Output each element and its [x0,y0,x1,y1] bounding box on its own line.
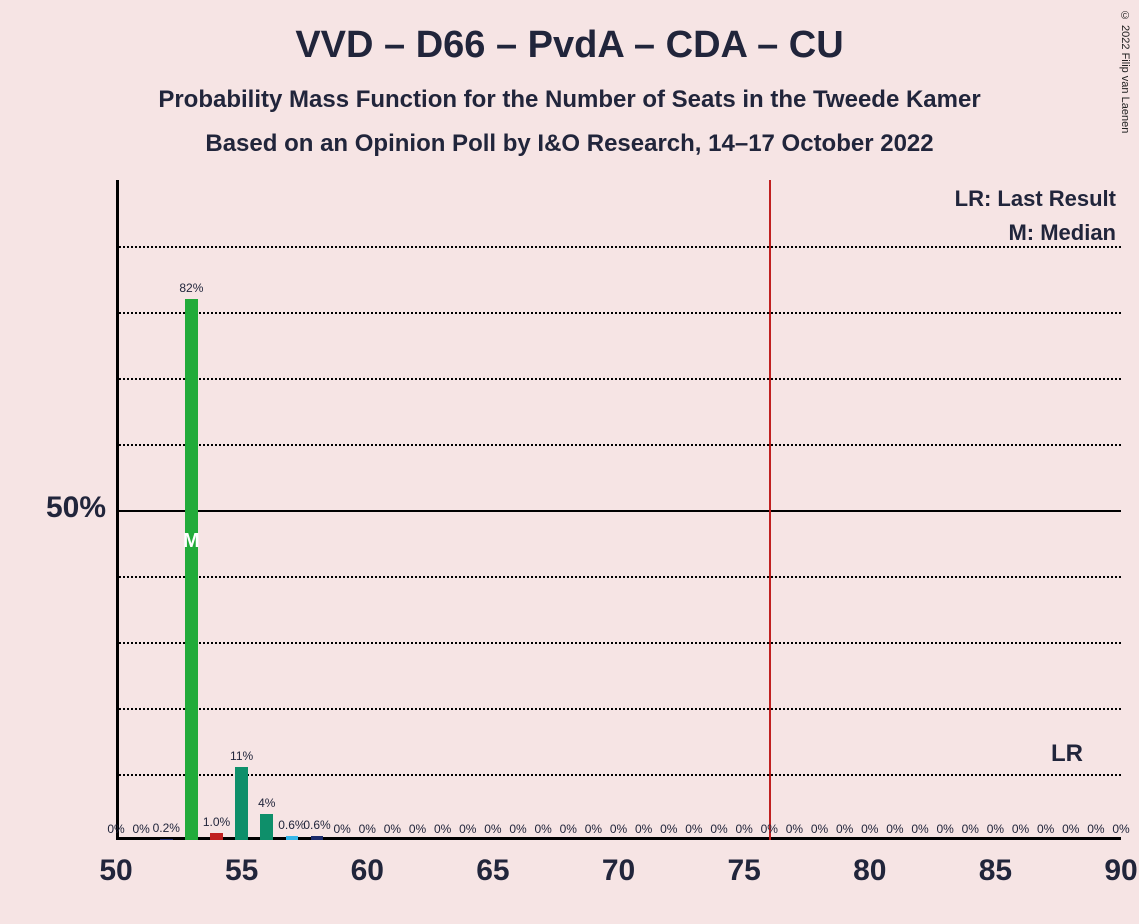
y-axis-label: 50% [16,491,106,525]
bar-value-label: 0% [911,822,928,836]
bar-value-label: 0% [534,822,551,836]
bar-value-label: 0% [710,822,727,836]
bar-value-label: 0% [660,822,677,836]
bar-value-label: 0% [509,822,526,836]
bar-value-label: 0% [107,822,124,836]
bar-value-label: 0% [359,822,376,836]
bar-value-label: 0% [962,822,979,836]
bar-value-label: 0% [409,822,426,836]
gridline [116,510,1121,512]
gridline [116,378,1121,380]
x-tick-label: 50 [99,854,132,888]
bar-value-label: 0% [1037,822,1054,836]
y-axis [116,180,119,840]
bar [311,836,324,840]
bar-value-label: 0% [560,822,577,836]
bar-value-label: 0% [635,822,652,836]
bar [286,836,299,840]
copyright-text: © 2022 Filip van Laenen [1119,10,1131,133]
bar [260,814,273,840]
bar-value-label: 0% [384,822,401,836]
bar-value-label: 0% [886,822,903,836]
median-marker: M [183,530,200,553]
x-tick-label: 60 [351,854,384,888]
x-tick-label: 70 [602,854,635,888]
bar-value-label: 0% [1012,822,1029,836]
bar-value-label: 1.0% [203,815,230,829]
x-tick-label: 65 [476,854,509,888]
bar [160,839,173,840]
bar-value-label: 0% [685,822,702,836]
bar-value-label: 82% [179,281,203,295]
gridline [116,576,1121,578]
bar-value-label: 0.2% [153,821,180,835]
bar-value-label: 0% [1087,822,1104,836]
x-tick-label: 55 [225,854,258,888]
bar-value-label: 0% [1112,822,1129,836]
bar-value-label: 0.6% [303,818,330,832]
gridline [116,312,1121,314]
gridline [116,708,1121,710]
x-tick-label: 90 [1104,854,1137,888]
bar-value-label: 0% [333,822,350,836]
gridline [116,642,1121,644]
gridline [116,246,1121,248]
bar-value-label: 0% [585,822,602,836]
bar-value-label: 4% [258,796,275,810]
legend-m: M: Median [921,220,1116,246]
bar [235,767,248,840]
bar-value-label: 0% [761,822,778,836]
bar-value-label: 0% [786,822,803,836]
lr-annotation: LR [1051,740,1083,768]
gridline [116,774,1121,776]
bar [185,299,198,840]
bar-value-label: 0% [735,822,752,836]
chart-subtitle-1: Probability Mass Function for the Number… [0,86,1139,114]
chart-title: VVD – D66 – PvdA – CDA – CU [0,24,1139,67]
x-tick-label: 80 [853,854,886,888]
bar-value-label: 0% [610,822,627,836]
bar-value-label: 0% [132,822,149,836]
lr-line [769,180,771,840]
bar-value-label: 0% [459,822,476,836]
bar-value-label: 11% [230,749,253,763]
x-tick-label: 85 [979,854,1012,888]
bar-value-label: 0% [811,822,828,836]
bar-value-label: 0% [861,822,878,836]
bar-value-label: 0% [484,822,501,836]
bar-value-label: 0% [1062,822,1079,836]
x-tick-label: 75 [727,854,760,888]
gridline [116,444,1121,446]
bar-value-label: 0.6% [278,818,305,832]
legend-lr: LR: Last Result [921,186,1116,212]
chart-canvas: VVD – D66 – PvdA – CDA – CU Probability … [0,0,1139,924]
chart-plot-area: 0%0%0.2%82%1.0%11%4%0.6%0.6%0%0%0%0%0%0%… [116,180,1121,840]
chart-subtitle-2: Based on an Opinion Poll by I&O Research… [0,130,1139,158]
bar-value-label: 0% [434,822,451,836]
bar [210,833,223,840]
bar-value-label: 0% [987,822,1004,836]
bar-value-label: 0% [836,822,853,836]
bar-value-label: 0% [936,822,953,836]
